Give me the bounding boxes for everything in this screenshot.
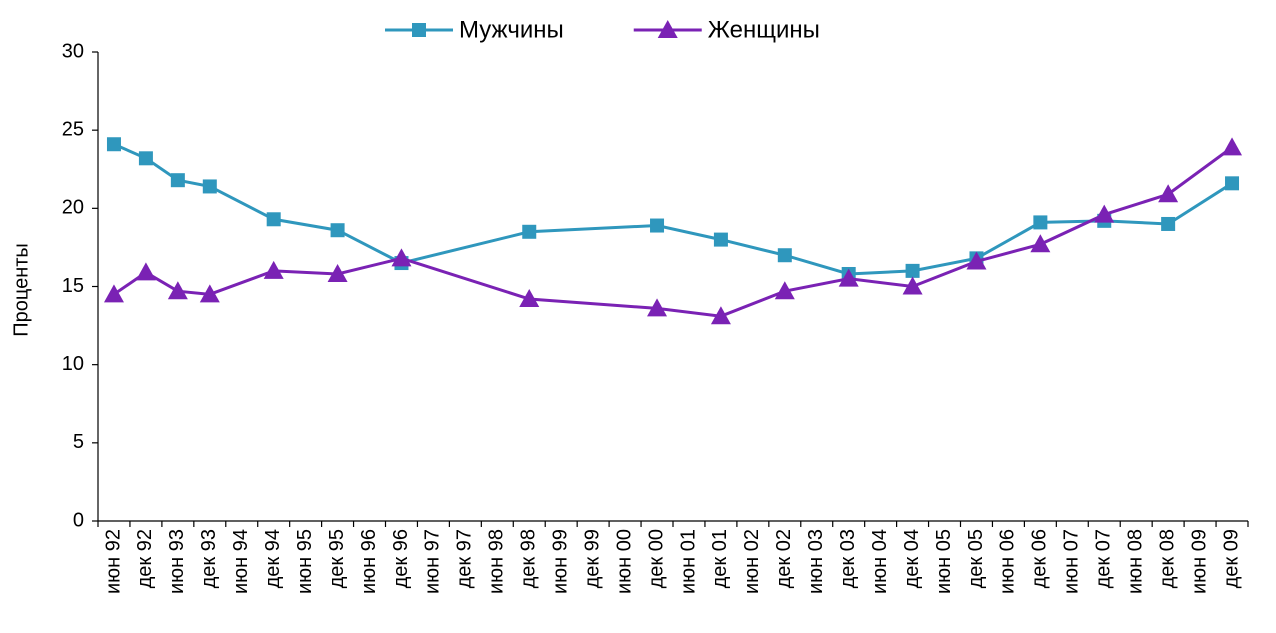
- x-tick-label: июн 05: [933, 529, 955, 594]
- data-point: [266, 212, 281, 227]
- y-tick-label: 10: [62, 353, 84, 375]
- x-tick-label: дек 04: [901, 529, 923, 588]
- data-point: [710, 306, 731, 325]
- x-tick-label: июн 03: [805, 529, 827, 594]
- data-point: [1033, 215, 1048, 230]
- x-tick-label: дек 00: [645, 529, 667, 588]
- data-point: [713, 232, 728, 247]
- data-point: [263, 260, 284, 279]
- data-point: [1158, 184, 1179, 203]
- y-tick-label: 5: [73, 431, 84, 453]
- x-tick-label: июн 94: [230, 529, 252, 594]
- data-point: [135, 262, 156, 281]
- y-tick-label: 30: [62, 40, 84, 62]
- data-point: [1161, 216, 1176, 231]
- data-point: [327, 263, 348, 282]
- data-point: [902, 276, 923, 295]
- data-point: [1094, 204, 1115, 223]
- data-point: [838, 268, 859, 287]
- series-line: [113, 142, 1233, 276]
- x-tick-label: дек 99: [581, 529, 603, 588]
- data-point: [905, 263, 920, 278]
- x-tick-label: дек 02: [773, 529, 795, 588]
- data-point: [199, 284, 220, 303]
- data-point: [167, 281, 188, 300]
- x-tick-label: дек 03: [837, 529, 859, 588]
- x-tick-label: июн 98: [486, 529, 508, 594]
- data-point: [202, 179, 217, 194]
- series-line: [113, 146, 1233, 318]
- x-tick-label: дек 98: [518, 529, 540, 588]
- data-point: [650, 218, 665, 233]
- data-point: [522, 224, 537, 239]
- x-tick-label: июн 07: [1061, 529, 1083, 594]
- x-tick-label: июн 99: [549, 529, 571, 594]
- y-tick-label: 25: [62, 118, 84, 140]
- legend-label: Мужчины: [459, 16, 564, 43]
- x-tick-label: июн 08: [1124, 529, 1146, 594]
- data-point: [966, 251, 987, 270]
- x-tick-label: июн 00: [613, 529, 635, 594]
- legend-marker: [657, 20, 678, 38]
- data-point: [138, 151, 153, 166]
- x-tick-label: дек 05: [965, 529, 987, 588]
- data-point: [774, 281, 795, 300]
- y-tick-label: 15: [62, 275, 84, 297]
- x-tick-label: дек 06: [1029, 529, 1051, 588]
- x-tick-label: июн 06: [997, 529, 1019, 594]
- x-tick-label: дек 09: [1220, 529, 1242, 588]
- x-tick-label: дек 01: [709, 529, 731, 588]
- x-tick-label: июн 95: [294, 529, 316, 594]
- x-tick-label: дек 08: [1156, 529, 1178, 588]
- legend-label: Женщины: [708, 16, 820, 43]
- x-tick-label: дек 07: [1093, 529, 1115, 588]
- data-point: [330, 223, 345, 238]
- data-point: [1222, 137, 1243, 156]
- x-tick-label: июн 97: [422, 529, 444, 594]
- x-tick-label: июн 93: [166, 529, 188, 594]
- legend-marker: [412, 23, 426, 37]
- x-tick-label: дек 93: [198, 529, 220, 588]
- x-tick-label: июн 09: [1188, 529, 1210, 594]
- x-tick-label: дек 97: [454, 529, 476, 588]
- data-point: [103, 284, 124, 303]
- x-tick-label: июн 04: [869, 529, 891, 594]
- data-point: [391, 248, 412, 267]
- x-tick-label: июн 02: [741, 529, 763, 594]
- data-point: [519, 289, 540, 308]
- y-tick-label: 0: [73, 509, 84, 531]
- x-tick-label: дек 95: [326, 529, 348, 588]
- data-point: [1225, 176, 1240, 191]
- data-point: [1030, 234, 1051, 253]
- y-axis-label: Проценты: [10, 243, 32, 337]
- y-tick-label: 20: [62, 197, 84, 219]
- x-tick-label: дек 94: [262, 529, 284, 588]
- data-point: [106, 137, 121, 152]
- x-tick-label: июн 92: [102, 529, 124, 594]
- x-tick-label: дек 92: [134, 529, 156, 588]
- data-point: [170, 173, 185, 188]
- x-tick-label: июн 01: [677, 529, 699, 594]
- x-tick-label: дек 96: [390, 529, 412, 588]
- data-point: [647, 298, 668, 317]
- data-point: [777, 248, 792, 263]
- x-tick-label: июн 96: [358, 529, 380, 594]
